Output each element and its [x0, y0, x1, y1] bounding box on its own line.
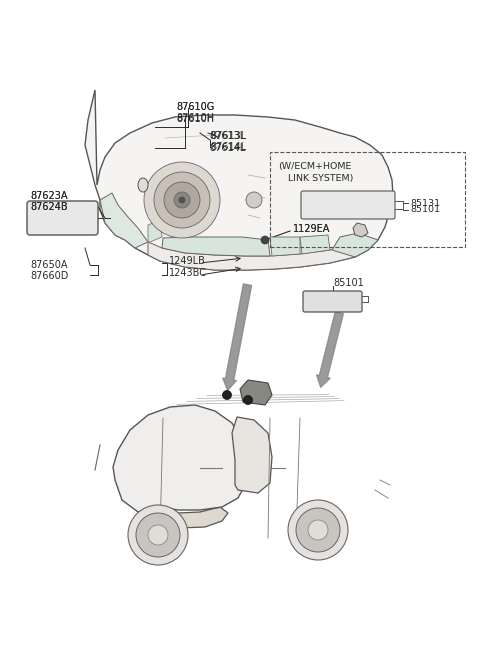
Polygon shape: [232, 417, 272, 493]
Polygon shape: [270, 237, 300, 256]
Text: 87610G: 87610G: [176, 102, 214, 112]
Circle shape: [164, 182, 200, 218]
Text: 87624B: 87624B: [30, 202, 68, 212]
Text: 87613L: 87613L: [210, 131, 246, 141]
Text: LINK SYSTEM): LINK SYSTEM): [288, 174, 353, 183]
Circle shape: [246, 192, 262, 208]
Circle shape: [243, 396, 252, 405]
Text: 87623A: 87623A: [30, 191, 68, 201]
Polygon shape: [113, 405, 246, 512]
Circle shape: [154, 172, 210, 228]
Text: 1129EA: 1129EA: [293, 224, 330, 234]
Circle shape: [128, 505, 188, 565]
FancyBboxPatch shape: [301, 191, 395, 219]
Circle shape: [308, 520, 328, 540]
Polygon shape: [353, 223, 368, 237]
Ellipse shape: [138, 178, 148, 192]
Text: 87613L: 87613L: [209, 131, 245, 141]
Polygon shape: [240, 380, 272, 405]
FancyArrowPatch shape: [317, 312, 343, 387]
Circle shape: [288, 500, 348, 560]
Polygon shape: [300, 235, 330, 254]
Text: 87624B: 87624B: [30, 202, 68, 212]
Text: 87610G: 87610G: [176, 102, 214, 112]
Polygon shape: [155, 507, 228, 528]
Polygon shape: [85, 90, 393, 270]
Text: 87623A: 87623A: [30, 191, 68, 201]
Text: 1249LB: 1249LB: [169, 256, 206, 266]
Circle shape: [148, 525, 168, 545]
Text: 87650A: 87650A: [30, 260, 68, 270]
Text: 87660D: 87660D: [30, 271, 68, 281]
FancyArrowPatch shape: [223, 284, 252, 390]
Bar: [270, 152, 465, 247]
Polygon shape: [148, 242, 368, 270]
Circle shape: [174, 192, 190, 208]
Text: 1129EA: 1129EA: [293, 224, 330, 234]
Polygon shape: [332, 233, 378, 257]
Circle shape: [296, 508, 340, 552]
FancyBboxPatch shape: [27, 201, 98, 235]
Circle shape: [223, 390, 231, 400]
Text: (W/ECM+HOME: (W/ECM+HOME: [278, 162, 351, 172]
FancyBboxPatch shape: [303, 291, 362, 312]
Text: 87610H: 87610H: [176, 113, 214, 123]
Text: 87614L: 87614L: [210, 142, 246, 152]
Polygon shape: [100, 193, 148, 248]
Polygon shape: [162, 237, 270, 256]
Text: 85101: 85101: [410, 206, 440, 214]
Text: 87614L: 87614L: [209, 143, 245, 153]
Circle shape: [261, 236, 269, 244]
Text: 87610H: 87610H: [176, 114, 214, 124]
Circle shape: [136, 513, 180, 557]
Text: 85101: 85101: [333, 278, 364, 288]
Text: 85131: 85131: [410, 198, 440, 208]
Polygon shape: [148, 220, 162, 242]
Circle shape: [144, 162, 220, 238]
Text: 1243BC: 1243BC: [169, 268, 207, 278]
Circle shape: [179, 197, 185, 203]
